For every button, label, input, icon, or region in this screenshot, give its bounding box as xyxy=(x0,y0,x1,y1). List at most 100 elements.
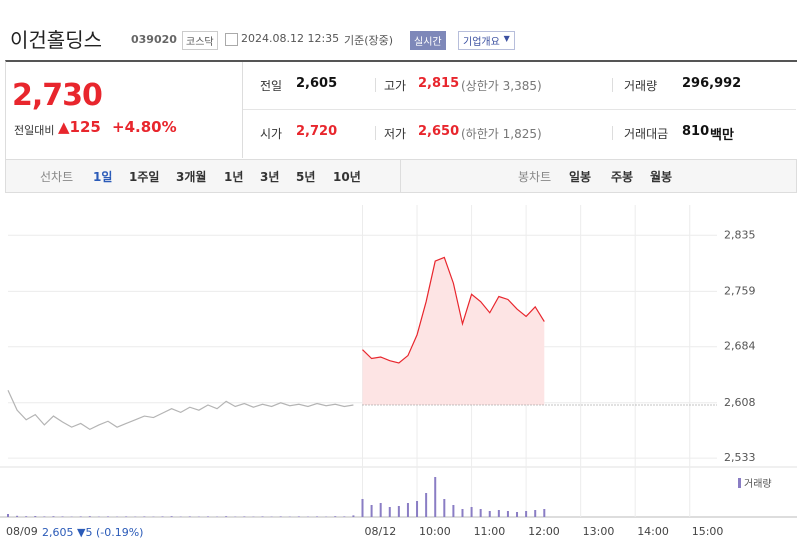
y-tick-label: 2,608 xyxy=(724,396,756,409)
basis: 기준(장중) xyxy=(344,34,394,47)
volume-bar xyxy=(361,499,364,517)
current-price: 2,730 xyxy=(12,78,103,113)
company-button-label: 기업개요 xyxy=(463,37,500,48)
item-label: 전일 xyxy=(260,79,283,93)
volume-bar xyxy=(225,516,228,517)
divider xyxy=(612,126,613,140)
company-button[interactable]: 기업개요 ▼ xyxy=(458,31,515,50)
tab-bar xyxy=(5,159,797,193)
volume-bar xyxy=(461,509,464,517)
item-value: 296,992 xyxy=(682,76,742,91)
candle-tab[interactable]: 일봉 xyxy=(569,170,592,184)
x-tick-label: 13:00 xyxy=(583,525,615,538)
divider xyxy=(612,78,613,92)
item-label: 저가 xyxy=(384,127,407,141)
period-tab[interactable]: 1일 xyxy=(93,170,113,184)
volume-bar xyxy=(106,516,109,517)
price-area xyxy=(362,257,545,406)
item-label: 거래대금 xyxy=(624,127,669,141)
volume-bar xyxy=(434,477,437,517)
volume-bar xyxy=(43,516,46,517)
period-tab[interactable]: 3개월 xyxy=(176,170,207,184)
calendar-icon xyxy=(225,33,238,46)
period-tab[interactable]: 1주일 xyxy=(129,170,160,184)
volume-bar xyxy=(416,501,419,517)
volume-bar xyxy=(452,505,455,517)
divider xyxy=(242,62,243,158)
divider xyxy=(375,126,376,140)
volume-bar xyxy=(279,516,282,517)
volume-bar xyxy=(370,505,373,517)
prev-close: 2,605 xyxy=(42,526,74,539)
volume-bar xyxy=(16,515,19,517)
volume-bar xyxy=(243,516,246,517)
period-tab[interactable]: 10년 xyxy=(333,170,361,184)
volume-bar xyxy=(488,511,491,517)
volume-bar xyxy=(406,503,409,517)
volume-bar xyxy=(316,516,319,517)
divider xyxy=(243,109,796,110)
datetime: 2024.08.12 12:35 xyxy=(241,32,340,45)
volume-bar xyxy=(52,516,55,517)
realtime-badge: 실시간 xyxy=(410,31,446,50)
item-label: 고가 xyxy=(384,79,407,93)
dropdown-arrow: ▼ xyxy=(503,34,510,43)
volume-bar xyxy=(297,516,300,517)
legend-label: 거래량 xyxy=(744,478,772,490)
item-value: 2,605 xyxy=(296,76,338,91)
volume-bar xyxy=(7,514,9,517)
period-tab[interactable]: 5년 xyxy=(296,170,316,184)
market-badge: 코스닥 xyxy=(182,31,218,50)
volume-bar xyxy=(188,516,191,517)
x-tick-label: 10:00 xyxy=(419,525,451,538)
volume-bar xyxy=(506,511,509,517)
period-tab[interactable]: 1년 xyxy=(224,170,244,184)
item-note: (하한가 1,825) xyxy=(461,127,542,141)
volume-bar xyxy=(397,506,400,517)
prev-pct: (-0.19%) xyxy=(95,526,144,539)
volume-bar xyxy=(261,516,264,517)
stock-name: 이건홀딩스 xyxy=(10,28,102,52)
volume-bar xyxy=(425,493,428,517)
x-tick-label: 14:00 xyxy=(637,525,669,538)
change-label: 전일대비 xyxy=(14,124,55,137)
period-tab[interactable]: 3년 xyxy=(260,170,280,184)
x-tick-label: 15:00 xyxy=(692,525,724,538)
volume-bar xyxy=(25,516,28,517)
volume-bar xyxy=(443,499,446,517)
volume-bar xyxy=(125,516,128,517)
item-label: 시가 xyxy=(260,127,283,141)
price-line xyxy=(7,389,354,431)
divider xyxy=(375,78,376,92)
x-tick-label: 11:00 xyxy=(474,525,506,538)
volume-bar xyxy=(161,516,164,517)
item-value: 2,815 xyxy=(418,76,460,91)
item-value: 2,720 xyxy=(296,124,338,139)
item-value: 2,650 xyxy=(418,124,460,139)
volume-bar xyxy=(34,516,37,517)
volume-bar xyxy=(206,516,209,517)
candle-tab[interactable]: 월봉 xyxy=(650,170,673,184)
divider xyxy=(400,160,401,192)
x-tick-label: 12:00 xyxy=(528,525,560,538)
volume-bar xyxy=(470,507,473,517)
volume-bar xyxy=(343,516,346,517)
y-tick-label: 2,759 xyxy=(724,284,756,297)
price-line xyxy=(362,256,545,364)
volume-bar xyxy=(388,507,391,517)
tab-group-label: 봉차트 xyxy=(518,170,552,184)
volume-bar xyxy=(334,516,337,517)
item-value: 810 xyxy=(682,124,710,139)
item-note: (상한가 3,385) xyxy=(461,79,542,93)
volume-bar xyxy=(79,516,82,517)
item-label: 거래량 xyxy=(624,79,658,93)
volume-bar xyxy=(88,516,91,517)
x-tick-label: 08/09 xyxy=(6,525,38,538)
volume-bar xyxy=(497,510,500,517)
candle-tab[interactable]: 주봉 xyxy=(611,170,634,184)
change: ▲125 xyxy=(58,118,101,136)
stock-code: 039020 xyxy=(131,33,177,46)
tab-group-label: 선차트 xyxy=(40,170,74,184)
